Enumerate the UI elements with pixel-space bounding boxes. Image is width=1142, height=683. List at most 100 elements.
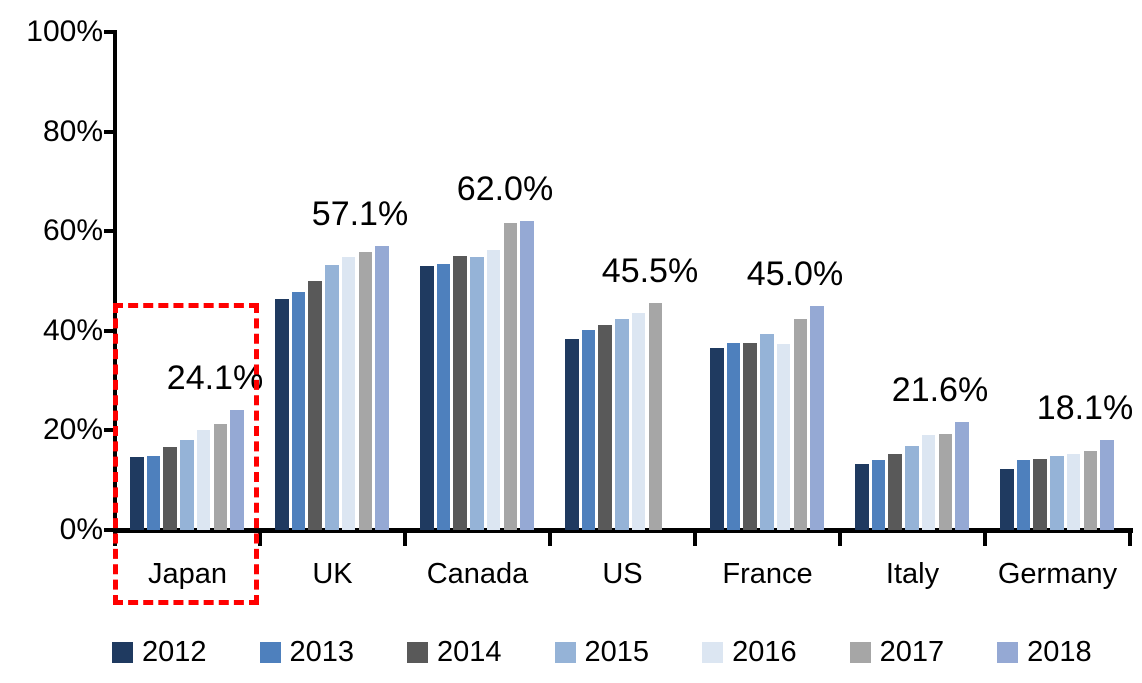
y-tick-label-100-: 100% (26, 15, 103, 48)
bar-italy-2018 (955, 422, 969, 530)
legend: 2012 2013 2014 2015 2016 2017 2018 (112, 637, 1092, 667)
x-tick (838, 530, 842, 546)
legend-label-2013: 2013 (289, 636, 355, 668)
legend-item-2015: 2015 (554, 636, 650, 668)
bar-uk-2012 (275, 299, 289, 530)
y-tick (104, 528, 115, 532)
bar-germany-2013 (1016, 460, 1031, 530)
bar-japan-2014 (163, 447, 177, 530)
x-label-italy: Italy (885, 558, 940, 590)
x-tick (693, 530, 697, 546)
bar-italy-2017 (938, 434, 952, 530)
bar-france-2018 (810, 305, 824, 530)
annotation-japan: 24.1% (166, 358, 264, 397)
bar-france-2017 (793, 319, 807, 530)
bar-uk-2016 (341, 257, 356, 530)
legend-item-2012: 2012 (112, 637, 207, 667)
y-tick (104, 428, 115, 433)
bar-canada-2016 (486, 250, 501, 530)
bar-italy-2013 (871, 460, 886, 530)
bar-japan-2018 (230, 409, 244, 530)
bar-japan-2016 (196, 430, 211, 530)
bar-france-2013 (726, 342, 741, 530)
annotation-uk: 57.1% (311, 194, 409, 233)
legend-label-2016: 2016 (732, 636, 797, 668)
bar-japan-2015 (180, 439, 194, 530)
y-tick (104, 129, 115, 134)
bar-france-2012 (710, 348, 724, 530)
bar-germany-2015 (1050, 455, 1064, 530)
legend-swatch-2017 (849, 641, 871, 663)
bar-us-2013 (581, 329, 596, 530)
legend-label-2015: 2015 (584, 636, 650, 668)
x-label-germany: Germany (997, 558, 1118, 590)
x-label-japan: Japan (147, 558, 227, 590)
x-axis-line (113, 528, 1133, 533)
y-tick-label-60-: 60% (42, 214, 103, 248)
legend-swatch-2015 (554, 641, 576, 663)
bar-germany-2014 (1033, 458, 1047, 530)
bar-uk-2015 (325, 265, 339, 530)
y-tick (104, 328, 115, 333)
bar-france-2014 (743, 342, 757, 530)
legend-item-2017: 2017 (849, 636, 945, 668)
legend-swatch-2012 (112, 641, 133, 663)
legend-label-2018: 2018 (1027, 636, 1092, 668)
x-tick (258, 530, 262, 546)
x-label-canada: Canada (426, 558, 529, 590)
bar-germany-2018 (1100, 439, 1114, 530)
annotation-germany: 18.1% (1036, 388, 1134, 427)
y-tick-label-0-: 0% (59, 513, 103, 546)
bar-us-2017 (648, 303, 662, 530)
y-tick (104, 229, 115, 234)
bar-italy-2016 (921, 435, 936, 530)
annotation-canada: 62.0% (456, 170, 554, 209)
annotation-italy: 21.6% (891, 371, 989, 410)
y-tick (104, 30, 115, 34)
bar-germany-2012 (1000, 468, 1014, 530)
bar-canada-2018 (520, 221, 534, 530)
legend-swatch-2014 (407, 641, 429, 663)
y-tick-label-80-: 80% (42, 114, 103, 148)
bar-japan-2017 (213, 424, 227, 530)
highlight-box-japan (113, 303, 259, 605)
bar-japan-2013 (146, 455, 161, 530)
bar-uk-2017 (358, 252, 372, 530)
legend-item-2018: 2018 (997, 637, 1092, 667)
x-label-uk: UK (312, 558, 353, 590)
x-label-us: US (602, 558, 643, 590)
legend-label-2012: 2012 (142, 636, 207, 668)
legend-item-2016: 2016 (702, 637, 797, 667)
bar-canada-2017 (503, 223, 517, 530)
x-tick (983, 530, 987, 546)
legend-label-2017: 2017 (879, 636, 945, 668)
bar-uk-2014 (308, 281, 322, 530)
bar-canada-2013 (436, 263, 451, 530)
x-tick (403, 530, 407, 546)
bar-uk-2013 (291, 291, 306, 530)
legend-swatch-2013 (259, 641, 281, 663)
bar-us-2015 (615, 319, 629, 530)
legend-label-2014: 2014 (437, 636, 502, 668)
bar-germany-2016 (1066, 453, 1081, 530)
x-tick (548, 530, 552, 546)
bar-japan-2012 (130, 456, 144, 530)
bar-italy-2014 (888, 453, 902, 530)
legend-swatch-2018 (997, 641, 1019, 663)
annotation-france: 45.0% (746, 254, 844, 293)
x-tick (1128, 530, 1132, 546)
bar-uk-2018 (375, 245, 389, 530)
bar-germany-2017 (1083, 450, 1097, 530)
legend-item-2013: 2013 (259, 636, 355, 668)
annotation-us: 45.5% (601, 252, 699, 291)
bar-italy-2015 (905, 445, 919, 530)
legend-item-2014: 2014 (407, 637, 502, 667)
legend-swatch-2016 (702, 641, 724, 663)
y-tick-label-40-: 40% (42, 313, 103, 347)
y-axis-line (113, 30, 117, 532)
y-tick-label-20-: 20% (42, 413, 103, 447)
bar-canada-2015 (470, 257, 484, 530)
bar-italy-2012 (855, 464, 869, 530)
bar-us-2014 (598, 324, 612, 530)
